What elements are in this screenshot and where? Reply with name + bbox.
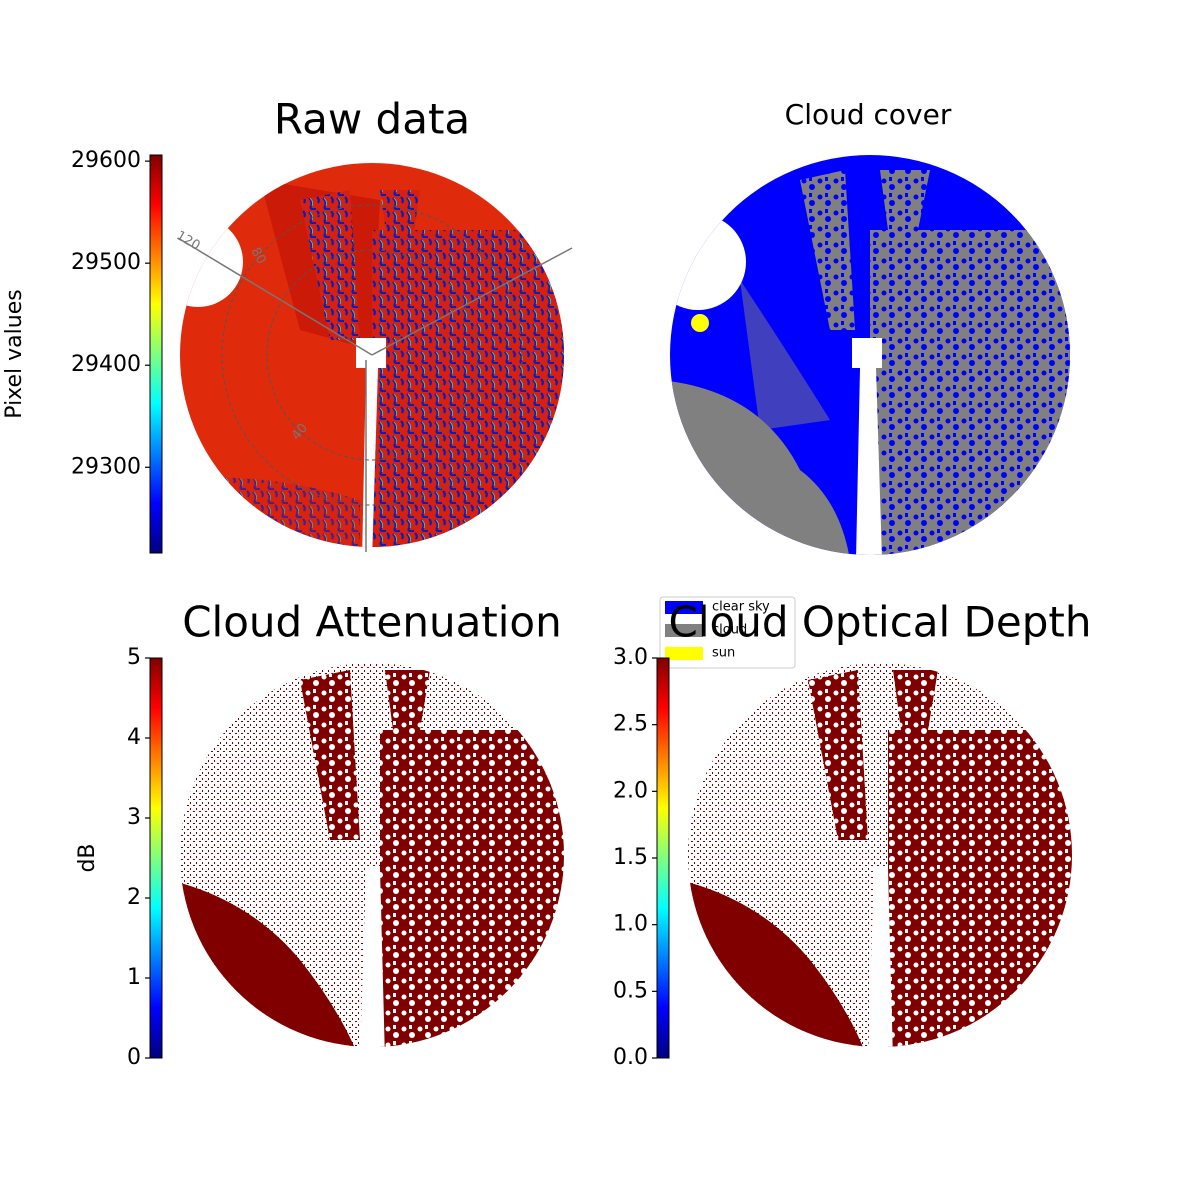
- colorbar-tick-label: 29500: [71, 250, 141, 275]
- colorbar-tick-label: 2: [127, 885, 141, 910]
- panel-title: Cloud Attenuation: [182, 598, 562, 647]
- colorbar: [149, 657, 163, 1059]
- legend-label: clear sky: [712, 600, 770, 615]
- colorbar-label: dB: [75, 843, 100, 872]
- legend-swatch: [665, 624, 703, 637]
- colorbar-tick-label: 3: [127, 805, 141, 830]
- legend-label: sun: [712, 646, 735, 661]
- colorbar-tick-label: 1.5: [613, 845, 648, 870]
- colorbar-tick-label: 0.5: [613, 978, 648, 1003]
- legend-swatch: [665, 647, 703, 660]
- colorbar-tick-label: 4: [127, 725, 141, 750]
- legend-swatch: [665, 601, 703, 614]
- colorbar-label: Pixel values: [2, 289, 27, 418]
- colorbar-tick-label: 29300: [71, 454, 141, 479]
- colorbar: [656, 657, 670, 1059]
- colorbar-tick-label: 2.5: [613, 712, 648, 737]
- legend-label: cloud: [712, 623, 747, 638]
- cloud-image: [670, 155, 1070, 555]
- panel-title: Cloud cover: [785, 98, 952, 131]
- attenuation-image: [180, 663, 564, 1047]
- colorbar-tick-label: 0: [127, 1045, 141, 1070]
- sun-marker: [691, 314, 709, 332]
- colorbar-tick-label: 3.0: [613, 645, 648, 670]
- polar-annotation: 80: [247, 245, 268, 267]
- panel-title: Cloud Optical Depth: [669, 598, 1092, 647]
- colorbar: [149, 154, 163, 554]
- colorbar-tick-label: 0.0: [613, 1045, 648, 1070]
- colorbar-tick-label: 29400: [71, 352, 141, 377]
- panel-title: Raw data: [274, 95, 470, 144]
- colorbar-tick-label: 1.0: [613, 912, 648, 937]
- colorbar-tick-label: 2.0: [613, 778, 648, 803]
- colorbar-tick-label: 29600: [71, 148, 141, 173]
- optical-depth-image: [688, 663, 1072, 1047]
- colorbar-tick-label: 5: [127, 645, 141, 670]
- colorbar-tick-label: 1: [127, 965, 141, 990]
- raw-image: [180, 163, 564, 547]
